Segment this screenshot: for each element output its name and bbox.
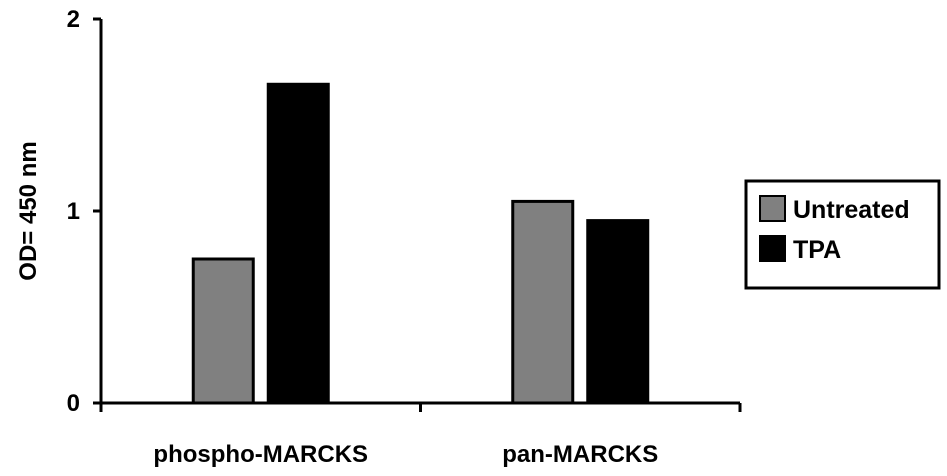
y-tick-label: 1 <box>67 198 80 225</box>
legend-label-untreated: Untreated <box>793 196 910 224</box>
bar-untreated-pan-marcks <box>511 199 575 405</box>
y-tick-label: 2 <box>67 6 80 33</box>
bar-tpa-phospho-marcks <box>266 82 330 405</box>
legend-label-tpa: TPA <box>793 236 841 264</box>
y-axis-title: OD= 450 nm <box>15 141 42 280</box>
legend-box <box>744 179 941 290</box>
bar-untreated-phospho-marcks <box>191 257 255 405</box>
x-category-label: pan-MARCKS <box>502 441 658 468</box>
bars-group <box>191 82 650 405</box>
y-ticks-group: 0 1 2 <box>67 6 101 417</box>
legend-swatch-tpa <box>759 235 786 262</box>
legend: Untreated TPA <box>744 179 941 290</box>
x-ticks-group: phospho-MARCKS pan-MARCKS <box>99 403 742 468</box>
legend-swatch-untreated <box>759 195 786 222</box>
x-category-label: phospho-MARCKS <box>153 441 368 468</box>
y-tick-label: 0 <box>67 390 80 417</box>
bar-tpa-pan-marcks <box>586 219 650 405</box>
